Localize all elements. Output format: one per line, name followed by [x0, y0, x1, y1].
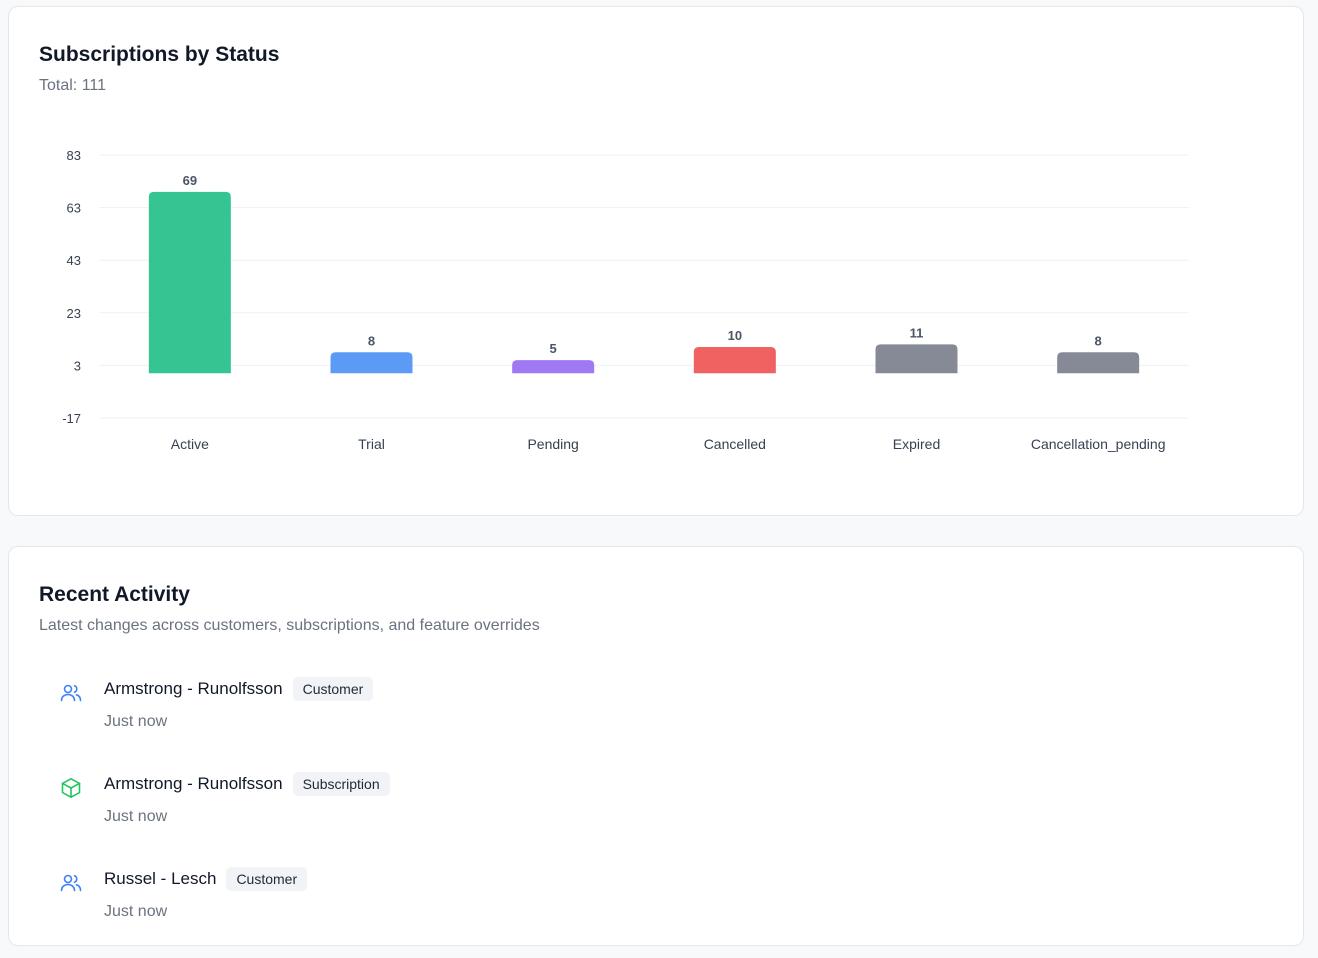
activity-item[interactable]: Russel - Lesch Customer Just now [9, 863, 1303, 958]
bar-value-label: 5 [550, 341, 557, 356]
activity-card-subtitle: Latest changes across customers, subscri… [39, 617, 540, 634]
bar-cancelled[interactable] [693, 346, 776, 374]
status-card-title: Subscriptions by Status [39, 43, 280, 66]
activity-time: Just now [104, 713, 168, 730]
bar-value-label: 69 [183, 173, 197, 188]
y-tick-label: 23 [67, 306, 81, 321]
bar-pending[interactable] [512, 360, 595, 374]
y-axis-ticks: 83 63 43 23 3 -17 [62, 148, 81, 426]
activity-time: Just now [104, 903, 168, 920]
activity-type-badge: Customer [292, 677, 374, 701]
chart-grid [99, 154, 1189, 419]
x-category-label: Cancellation_pending [1031, 436, 1166, 452]
activity-name[interactable]: Russel - Lesch [104, 869, 217, 888]
package-icon [61, 778, 81, 798]
activity-type-badge: Subscription [292, 772, 390, 796]
x-category-label: Expired [893, 436, 940, 452]
bar-expired[interactable] [875, 344, 958, 374]
bar-trial[interactable] [330, 352, 413, 374]
subscriptions-status-card: Subscriptions by Status Total: 111 83 63 4… [8, 6, 1304, 516]
bar-cancellation-pending[interactable] [1057, 352, 1140, 374]
activity-item[interactable]: Armstrong - Runolfsson Customer Just now [9, 673, 1303, 768]
activity-time: Just now [104, 808, 168, 825]
bar-value-label: 10 [728, 328, 742, 343]
bar-value-label: 11 [910, 325, 924, 340]
bar-value-label: 8 [368, 333, 375, 348]
y-tick-label: 83 [67, 148, 81, 163]
chart-bars [148, 191, 1140, 374]
bar-active[interactable] [148, 191, 231, 374]
activity-name[interactable]: Armstrong - Runolfsson [104, 679, 283, 698]
users-icon [60, 684, 82, 702]
chart-labels: 69 Active 8 Trial 5 Pending 10 Cancelled 11 Expir… [171, 173, 1166, 452]
subscriptions-bar-chart: 83 63 43 23 3 -17 69 Active 8 Trial 5 Pending 10 Can… [62, 148, 1189, 452]
y-tick-label: -17 [62, 411, 81, 426]
x-category-label: Trial [358, 436, 385, 452]
activity-type-badge: Customer [226, 867, 308, 891]
recent-activity-card: Recent Activity Latest changes across cu… [8, 546, 1304, 946]
x-category-label: Pending [527, 436, 578, 452]
status-total: Total: 111 [39, 77, 107, 94]
x-category-label: Active [171, 436, 209, 452]
y-tick-label: 63 [67, 201, 81, 216]
activity-card-title: Recent Activity [39, 583, 190, 606]
x-category-label: Cancelled [704, 436, 766, 452]
activity-item[interactable]: Armstrong - Runolfsson Subscription Just… [9, 768, 1303, 863]
bar-value-label: 8 [1095, 333, 1102, 348]
activity-name[interactable]: Armstrong - Runolfsson [104, 774, 283, 793]
users-icon [60, 874, 82, 892]
y-tick-label: 43 [67, 253, 81, 268]
y-tick-label: 3 [74, 358, 81, 373]
activity-list: Armstrong - Runolfsson Customer Just now… [9, 673, 1303, 958]
